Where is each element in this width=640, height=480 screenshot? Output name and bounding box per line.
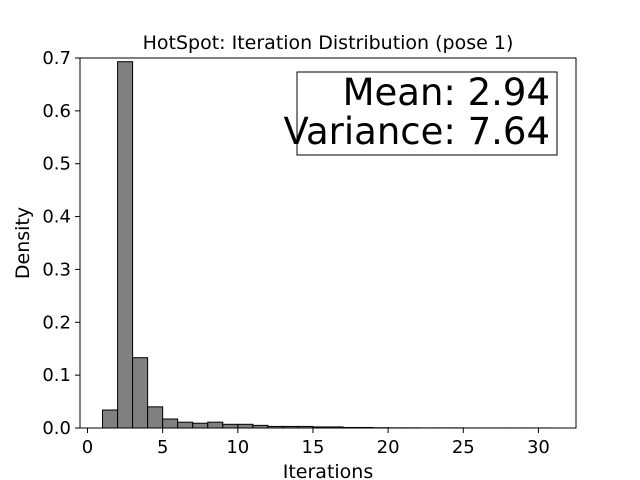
y-tick-label: 0.3 bbox=[42, 259, 71, 280]
y-tick-label: 0.7 bbox=[42, 48, 71, 69]
histogram-bar bbox=[237, 423, 254, 429]
y-tick-label: 0.0 bbox=[42, 418, 71, 439]
histogram-bar bbox=[222, 423, 239, 429]
annotation-variance: Variance: 7.64 bbox=[284, 110, 550, 153]
x-tick-label: 25 bbox=[452, 437, 475, 458]
plot-frame bbox=[79, 57, 577, 429]
x-axis-ticks: 0 5 10 15 20 25 30 bbox=[82, 428, 550, 458]
y-tick-label: 0.1 bbox=[42, 365, 71, 386]
y-axis-ticks: 0.0 0.1 0.2 0.3 0.4 0.5 0.6 0.7 bbox=[42, 48, 80, 439]
x-tick-label: 5 bbox=[157, 437, 168, 458]
x-tick-label: 0 bbox=[82, 437, 93, 458]
stats-annotation: Mean: 2.94 Variance: 7.64 bbox=[284, 71, 558, 156]
x-axis-label: Iterations bbox=[283, 461, 374, 480]
y-tick-label: 0.2 bbox=[42, 312, 71, 333]
y-axis-label: Density bbox=[12, 207, 34, 279]
histogram-bar bbox=[177, 421, 194, 429]
x-tick-label: 30 bbox=[527, 437, 550, 458]
histogram-bar bbox=[132, 357, 149, 429]
y-tick-label: 0.6 bbox=[42, 101, 71, 122]
histogram-bar bbox=[147, 406, 164, 429]
histogram-bar bbox=[192, 422, 209, 429]
x-tick-label: 20 bbox=[377, 437, 400, 458]
histogram-bar bbox=[117, 61, 134, 429]
y-tick-label: 0.4 bbox=[42, 207, 71, 228]
annotation-mean: Mean: 2.94 bbox=[343, 71, 550, 114]
chart-title: HotSpot: Iteration Distribution (pose 1) bbox=[143, 32, 514, 54]
histogram-bar bbox=[207, 421, 224, 429]
y-tick-label: 0.5 bbox=[42, 154, 71, 175]
x-tick-label: 15 bbox=[302, 437, 325, 458]
x-tick-label: 10 bbox=[226, 437, 249, 458]
histogram-bar bbox=[162, 418, 179, 429]
annotation-box bbox=[296, 71, 558, 156]
histogram-bars bbox=[102, 61, 554, 429]
histogram-bar bbox=[102, 409, 119, 429]
